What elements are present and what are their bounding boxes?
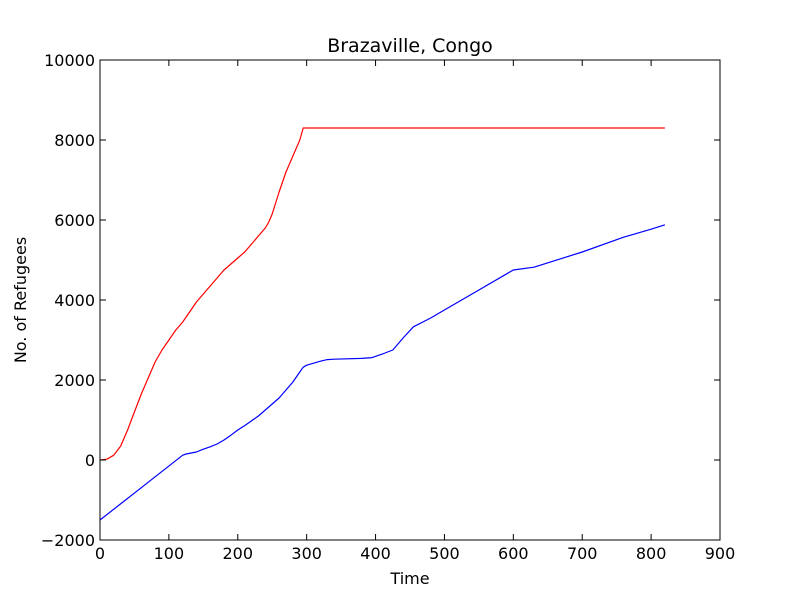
x-tick-label: 200 <box>223 544 254 563</box>
y-tick-label: 8000 <box>54 131 95 150</box>
y-tick-label: 4000 <box>54 291 95 310</box>
x-tick-label: 700 <box>567 544 598 563</box>
chart-title: Brazaville, Congo <box>327 35 493 57</box>
tick-layer: 0 100 200 300 400 500 600 700 800 900−20000200040… <box>41 51 735 563</box>
x-tick-label: 0 <box>95 544 105 563</box>
y-tick-label: 10000 <box>44 51 95 70</box>
x-tick-label: 600 <box>498 544 529 563</box>
x-axis-label: Time <box>389 569 429 588</box>
y-tick-label: 6000 <box>54 211 95 230</box>
y-axis-label: No. of Refugees <box>11 237 30 363</box>
x-tick-label: 900 <box>705 544 736 563</box>
x-tick-label: 800 <box>636 544 667 563</box>
x-tick-label: 300 <box>291 544 322 563</box>
series-line-2 <box>99 224 666 521</box>
series-line-1 <box>99 127 665 461</box>
y-tick-label: 2000 <box>54 371 95 390</box>
x-tick-label: 400 <box>360 544 391 563</box>
y-tick-label: −2000 <box>41 531 95 550</box>
plot-layer <box>99 127 666 521</box>
x-tick-label: 100 <box>154 544 185 563</box>
y-tick-label: 0 <box>85 451 95 470</box>
x-tick-label: 500 <box>429 544 460 563</box>
